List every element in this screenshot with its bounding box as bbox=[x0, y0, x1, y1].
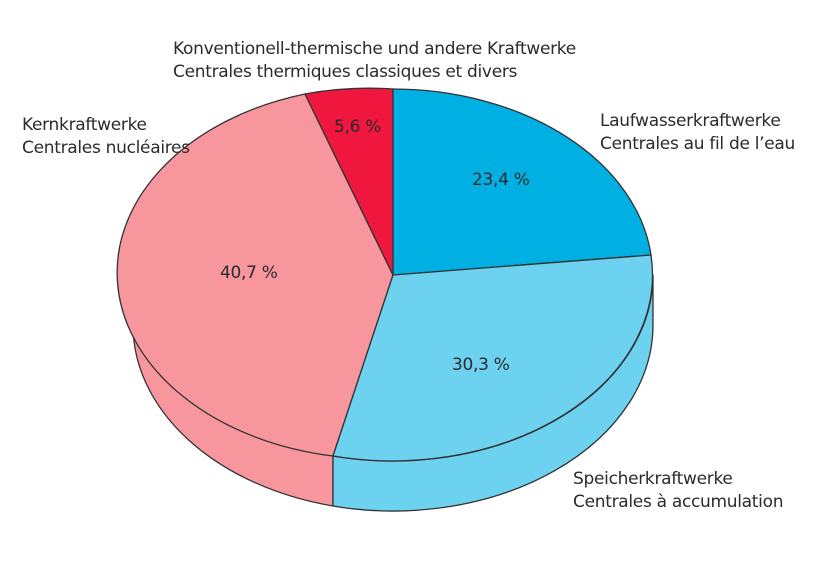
value-label-thermal: 5,6 % bbox=[334, 117, 382, 137]
value-label-runofriver: 23,4 % bbox=[472, 170, 530, 190]
slice-nuclear bbox=[116, 93, 394, 457]
legend-label-nuclear: Kernkraftwerke Centrales nucléaires bbox=[22, 114, 190, 160]
value-label-nuclear: 40,7 % bbox=[220, 263, 278, 283]
label-storage-de: Speicherkraftwerke bbox=[573, 469, 733, 489]
value-label-storage: 30,3 % bbox=[452, 355, 510, 375]
label-runofriver-fr: Centrales au fil de l’eau bbox=[600, 134, 795, 154]
label-thermal-fr: Centrales thermiques classiques et diver… bbox=[173, 62, 518, 82]
slice-runofriver bbox=[392, 88, 652, 276]
legend-label-storage: Speicherkraftwerke Centrales à accumulat… bbox=[573, 468, 783, 514]
slice-storage bbox=[332, 254, 654, 462]
label-thermal-de: Konventionell-thermische und andere Kraf… bbox=[173, 39, 576, 59]
label-storage-fr: Centrales à accumulation bbox=[573, 492, 784, 512]
legend-label-runofriver: Laufwasserkraftwerke Centrales au fil de… bbox=[600, 110, 795, 156]
legend-label-thermal: Konventionell-thermische und andere Kraf… bbox=[173, 38, 576, 84]
label-nuclear-fr: Centrales nucléaires bbox=[22, 138, 190, 158]
label-runofriver-de: Laufwasserkraftwerke bbox=[600, 111, 781, 131]
label-nuclear-de: Kernkraftwerke bbox=[22, 115, 147, 135]
